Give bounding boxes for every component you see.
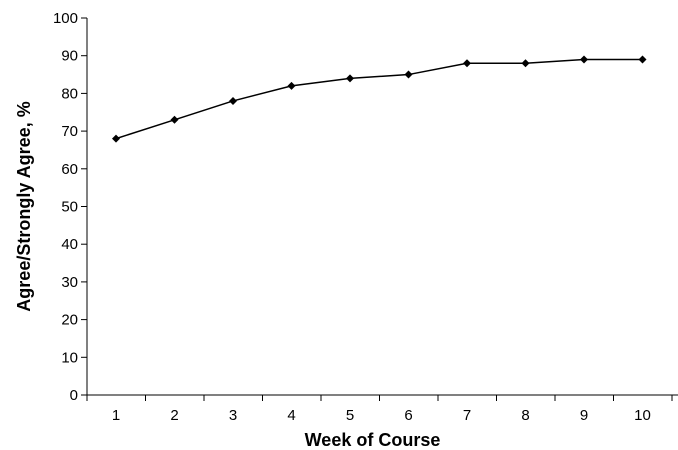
y-tick-label: 70	[61, 123, 78, 140]
data-point	[287, 81, 296, 90]
x-tick-label: 2	[170, 407, 178, 424]
x-tick-label: 7	[463, 407, 471, 424]
x-axis-title: Week of Course	[305, 430, 441, 450]
y-tick-label: 50	[61, 199, 78, 216]
data-point	[580, 55, 588, 64]
x-tick-label: 4	[287, 407, 295, 424]
y-tick-label: 80	[61, 85, 78, 102]
y-tick-label: 20	[61, 312, 78, 329]
y-tick-label: 100	[53, 10, 78, 27]
y-tick-label: 30	[61, 274, 78, 291]
y-tick-label: 90	[61, 48, 78, 65]
y-tick-label: 40	[61, 236, 78, 253]
x-axis: 1 2 3 4 5 6 7 8 9 10	[86, 394, 678, 424]
data-point	[229, 96, 237, 105]
data-point	[112, 134, 120, 143]
x-tick-label: 5	[346, 407, 354, 424]
x-tick-label: 3	[229, 407, 237, 424]
data-point	[404, 70, 413, 79]
x-tick-label: 1	[112, 407, 120, 424]
data-point	[346, 74, 354, 83]
data-point	[521, 59, 530, 68]
data-point	[170, 115, 179, 124]
x-tick-label: 9	[580, 407, 588, 424]
y-axis-title: Agree/Strongly Agree, %	[14, 101, 34, 311]
x-tick-label: 8	[521, 407, 529, 424]
data-point	[463, 59, 471, 68]
series-layer	[112, 55, 647, 143]
x-tick-label: 10	[634, 407, 651, 424]
x-tick-label: 6	[404, 407, 412, 424]
series-line	[115, 58, 643, 140]
y-tick-label: 60	[61, 161, 78, 178]
y-axis: 0 10 20 30 40 50 60 70 80 90 100	[53, 10, 88, 404]
y-tick-label: 10	[61, 349, 78, 366]
y-tick-label: 0	[70, 387, 78, 404]
data-point	[638, 55, 647, 64]
